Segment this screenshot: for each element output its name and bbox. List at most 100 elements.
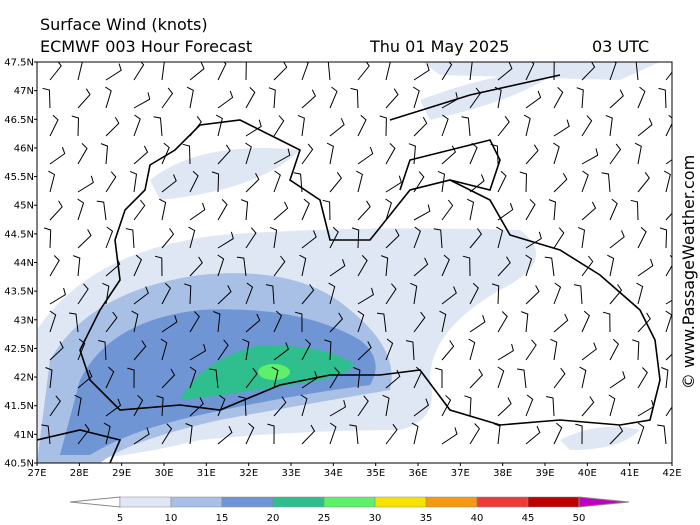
wind-barb (245, 227, 257, 249)
wind-barb (245, 422, 255, 445)
wind-barb (329, 172, 343, 193)
wind-barb (160, 338, 168, 361)
wind-barb (217, 394, 226, 417)
wind-barb (605, 114, 613, 137)
wind-barb (637, 367, 648, 389)
wind-barb (525, 394, 534, 417)
wind-barb (49, 341, 64, 361)
wind-barb (103, 422, 111, 445)
wind-barb (552, 62, 555, 81)
wind-barb (609, 143, 622, 165)
wind-barb (497, 397, 512, 417)
lon-label: 36E (408, 468, 427, 479)
wind-barb (469, 174, 485, 193)
wind-barb (349, 424, 359, 445)
wind-barb (637, 399, 655, 417)
wind-barb (405, 340, 415, 361)
wind-barb (189, 397, 204, 417)
wind-barb (469, 87, 482, 109)
wind-barb (523, 114, 531, 137)
wind-barb (245, 282, 254, 305)
wind-barb (357, 114, 367, 137)
wind-barb (186, 86, 194, 109)
wind-barb (244, 62, 247, 81)
wind-barb (581, 342, 597, 361)
wind-barb (577, 226, 586, 249)
lat-label: 44N (14, 258, 34, 269)
wind-barb (105, 311, 118, 333)
wind-barb (161, 315, 178, 333)
lon-label: 38E (493, 468, 512, 479)
colorbar-segment (170, 496, 223, 508)
wind-barb (273, 115, 285, 137)
wind-barb (217, 425, 233, 445)
map-area (36, 61, 673, 464)
colorbar-label: 40 (471, 513, 484, 524)
lat-label: 47.5N (4, 58, 34, 69)
wind-barb (217, 90, 234, 109)
wind-barb (105, 86, 112, 109)
colorbar-segment (476, 496, 529, 508)
wind-barb (105, 171, 117, 193)
wind-barb (273, 62, 288, 81)
wind-barb (413, 257, 429, 277)
wind-barb (525, 254, 533, 277)
wind-barb (301, 62, 309, 81)
wind-barb (553, 87, 564, 109)
date: Thu 01 May 2025 (369, 37, 509, 56)
colorbar-label: 25 (318, 513, 331, 524)
wind-barb (301, 198, 310, 221)
wind-barb (357, 310, 365, 333)
wind-barb (301, 89, 317, 109)
wind-barb (133, 199, 146, 221)
wind-barb (497, 62, 513, 81)
wind-barb (497, 202, 514, 221)
azov-coast (399, 139, 501, 191)
wind-barb (273, 255, 286, 277)
wind-barb (269, 226, 278, 249)
wind-barb (209, 368, 219, 389)
wind-barb (189, 311, 200, 333)
wind-barb (49, 287, 66, 305)
wind-barb (297, 114, 305, 137)
wind-barb (630, 199, 639, 221)
colorbar-segment (323, 496, 376, 508)
wind-barb (161, 282, 172, 305)
wind-barb (573, 284, 583, 305)
colorbar-segment (527, 496, 580, 508)
colorbar: 5 10 15 20 25 30 35 40 45 50 (69, 496, 630, 524)
wind-barb (413, 204, 431, 221)
wind-barb (461, 116, 471, 137)
wind-barb (609, 62, 617, 81)
wind-barb (184, 283, 192, 305)
wind-barb (245, 313, 261, 333)
lat-label: 44.5N (4, 229, 34, 240)
colorbar-segment (425, 496, 478, 508)
wind-barb (105, 398, 122, 417)
wind-barb (245, 87, 256, 109)
wind-barb (553, 227, 565, 249)
wind-barb (413, 398, 430, 417)
wind-barb (469, 228, 483, 249)
lat-label: 41N (14, 430, 34, 441)
wind-barb (294, 311, 303, 333)
wind-barb (105, 116, 120, 137)
lon-label: 30E (154, 468, 173, 479)
wind-barb (637, 86, 646, 109)
wind-barb (665, 299, 672, 305)
wind-barb (579, 366, 587, 389)
wind-barb (217, 199, 228, 221)
wind-barb (133, 92, 151, 109)
lat-label: 42N (14, 373, 34, 384)
wind-barb (329, 86, 338, 109)
wind-barb (581, 396, 595, 417)
lon-label: 39E (535, 468, 554, 479)
wind-barb (468, 338, 476, 361)
latitude-axis: 47.5N 47N 46.5N 46N 45.5N 45N 44.5N 44N 43.5N 43N… (4, 58, 37, 470)
wind-barb (408, 143, 416, 165)
wind-barb (469, 368, 484, 389)
lat-label: 43N (14, 315, 34, 326)
wind-barb (105, 366, 115, 389)
wind-barb (189, 202, 206, 221)
wind-barb (129, 170, 138, 193)
